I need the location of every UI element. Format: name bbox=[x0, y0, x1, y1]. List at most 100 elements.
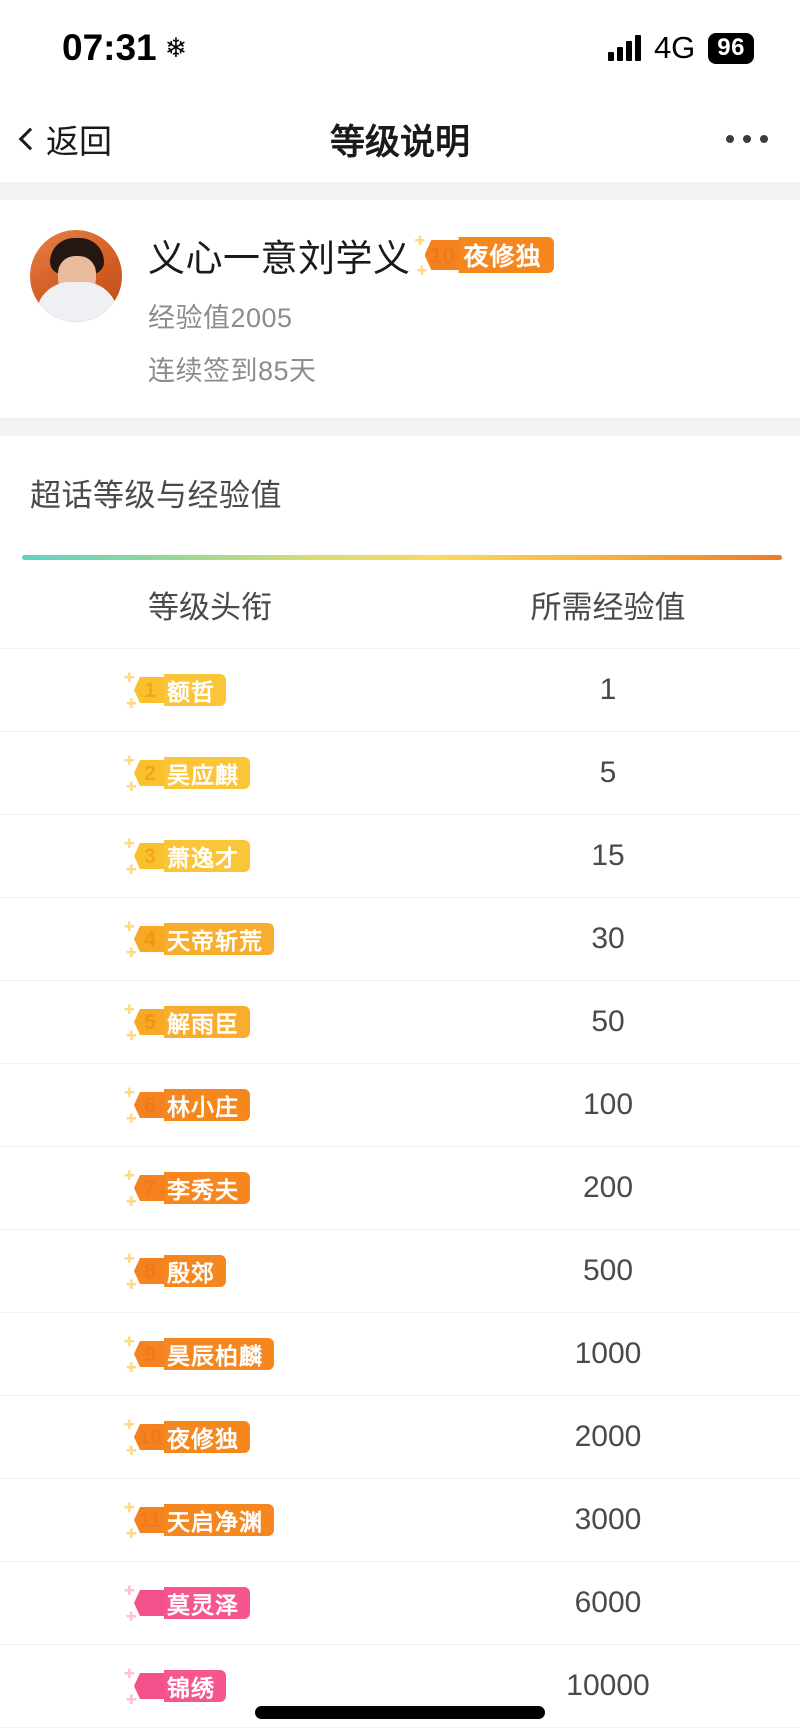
snowflake-icon: ❄ bbox=[164, 32, 188, 63]
level-badge: ✚ ✚ 1 额哲 bbox=[124, 671, 226, 710]
level-title: 解雨臣 bbox=[154, 1006, 250, 1038]
required-exp: 10000 bbox=[566, 1669, 650, 1702]
profile-info: 义心一意刘学义 ✚ ✚ 10 夜修独 经验值2005 连续签到85天 bbox=[148, 226, 554, 388]
page-title: 等级说明 bbox=[329, 122, 470, 162]
required-exp: 5 bbox=[599, 756, 617, 789]
level-number: 1 bbox=[144, 678, 156, 702]
home-indicator[interactable] bbox=[255, 1706, 545, 1719]
user-level-number: 10 bbox=[429, 241, 456, 268]
level-title: 林小庄 bbox=[154, 1089, 250, 1121]
status-bar-right: 4G 96 bbox=[607, 30, 754, 66]
required-exp: 500 bbox=[582, 1254, 634, 1287]
required-exp: 50 bbox=[591, 1005, 625, 1038]
sparkle-icon: ✚ bbox=[126, 1028, 137, 1043]
level-section: 超话等级与经验值 等级头衔 所需经验值 ✚ ✚ 1 额哲 1 ✚ ✚ 2 吴应麒 5 ✚ ✚ 3 萧逸才 1… bbox=[0, 436, 800, 1731]
level-badge-cell: ✚ ✚ 12 莫灵泽 bbox=[0, 1583, 448, 1623]
table-row: ✚ ✚ 1 额哲 1 bbox=[0, 648, 800, 731]
level-badge: ✚ ✚ 7 李秀夫 bbox=[124, 1169, 250, 1208]
gem-icon: 2 bbox=[130, 757, 164, 789]
level-number: 3 bbox=[144, 844, 156, 868]
level-badge: ✚ ✚ 4 天帝斩荒 bbox=[124, 920, 274, 959]
sparkle-icon: ✚ bbox=[126, 1443, 137, 1458]
level-badge-cell: ✚ ✚ 7 李秀夫 bbox=[0, 1169, 448, 1208]
table-row: ✚ ✚ 12 莫灵泽 6000 bbox=[0, 1561, 800, 1644]
table-row: ✚ ✚ 8 殷郊 500 bbox=[0, 1229, 800, 1312]
level-title: 天帝斩荒 bbox=[154, 923, 274, 955]
level-title: 李秀夫 bbox=[154, 1172, 250, 1204]
sparkle-icon: ✚ bbox=[124, 753, 135, 768]
gem-icon: 11 bbox=[130, 1504, 164, 1536]
level-badge-cell: ✚ ✚ 3 萧逸才 bbox=[0, 837, 448, 876]
user-level-badge: ✚ ✚ 10 夜修独 bbox=[415, 234, 554, 277]
sparkle-icon: ✚ bbox=[124, 836, 135, 851]
divider-band-top bbox=[0, 182, 800, 200]
sparkle-icon: ✚ bbox=[126, 1194, 137, 1209]
required-exp: 200 bbox=[582, 1171, 634, 1204]
level-number: 5 bbox=[144, 1010, 156, 1034]
level-badge: ✚ ✚ 13 锦绣 bbox=[124, 1667, 226, 1706]
level-number: 12 bbox=[138, 1591, 162, 1615]
network-type-label: 4G bbox=[653, 30, 696, 65]
sparkle-icon: ✚ bbox=[414, 233, 426, 248]
table-body: ✚ ✚ 1 额哲 1 ✚ ✚ 2 吴应麒 5 ✚ ✚ 3 萧逸才 15 ✚ ✚ 4 天帝斩荒 30 ✚ ✚ 5 解雨臣 50 ✚ ✚… bbox=[0, 648, 800, 1731]
sparkle-icon: ✚ bbox=[126, 945, 137, 960]
level-badge: ✚ ✚ 2 吴应麒 bbox=[124, 754, 250, 793]
level-title: 天启净渊 bbox=[154, 1504, 274, 1536]
profile-card[interactable]: 义心一意刘学义 ✚ ✚ 10 夜修独 经验值2005 连续签到85天 bbox=[0, 200, 800, 418]
sparkle-icon: ✚ bbox=[124, 1666, 135, 1681]
sparkle-icon: ✚ bbox=[126, 862, 137, 877]
sparkle-icon: ✚ bbox=[124, 1583, 135, 1598]
level-badge-cell: ✚ ✚ 4 天帝斩荒 bbox=[0, 920, 448, 959]
level-title: 锦绣 bbox=[154, 1670, 226, 1702]
avatar[interactable] bbox=[30, 230, 122, 322]
gem-icon: 4 bbox=[130, 923, 164, 955]
gem-icon: 13 bbox=[130, 1670, 164, 1702]
level-number: 7 bbox=[144, 1176, 156, 1200]
level-number: 10 bbox=[138, 1425, 162, 1449]
level-badge-cell: ✚ ✚ 8 殷郊 bbox=[0, 1252, 448, 1291]
level-title: 莫灵泽 bbox=[154, 1587, 250, 1619]
sparkle-icon: ✚ bbox=[124, 1334, 135, 1349]
level-badge-cell: ✚ ✚ 2 吴应麒 bbox=[0, 754, 448, 793]
required-exp: 2000 bbox=[574, 1420, 642, 1453]
table-row: ✚ ✚ 5 解雨臣 50 bbox=[0, 980, 800, 1063]
table-row: ✚ ✚ 13 锦绣 10000 bbox=[0, 1644, 800, 1727]
gem-icon: 10 bbox=[420, 237, 459, 273]
required-exp: 30 bbox=[591, 922, 625, 955]
status-bar-left: 07:31 ❄ bbox=[62, 27, 187, 69]
gem-icon: 5 bbox=[130, 1006, 164, 1038]
required-exp: 15 bbox=[591, 839, 625, 872]
table-row: ✚ ✚ 11 天启净渊 3000 bbox=[0, 1478, 800, 1561]
signal-strength-icon bbox=[607, 35, 641, 61]
level-title: 吴应麒 bbox=[154, 757, 250, 789]
level-badge-cell: ✚ ✚ 6 林小庄 bbox=[0, 1085, 448, 1125]
gem-icon: 8 bbox=[130, 1255, 164, 1287]
sparkle-icon: ✚ bbox=[124, 1085, 135, 1100]
profile-name-row: 义心一意刘学义 ✚ ✚ 10 夜修独 bbox=[148, 228, 554, 282]
level-badge: ✚ ✚ 3 萧逸才 bbox=[124, 837, 250, 876]
table-row: ✚ ✚ 4 天帝斩荒 30 bbox=[0, 897, 800, 980]
user-level-title: 夜修独 bbox=[448, 237, 554, 273]
experience-value: 经验值2005 bbox=[148, 303, 293, 333]
sparkle-icon: ✚ bbox=[124, 1500, 135, 1515]
sparkle-icon: ✚ bbox=[126, 1692, 137, 1707]
required-exp: 1000 bbox=[574, 1337, 642, 1370]
sparkle-icon: ✚ bbox=[126, 1277, 137, 1292]
required-exp: 1 bbox=[599, 673, 617, 706]
status-bar: 07:31 ❄ 4G 96 bbox=[0, 0, 800, 96]
gem-icon: 7 bbox=[130, 1172, 164, 1204]
divider-band-middle bbox=[0, 418, 800, 436]
sparkle-icon: ✚ bbox=[124, 1002, 135, 1017]
level-number: 6 bbox=[144, 1093, 156, 1117]
sparkle-icon: ✚ bbox=[416, 263, 428, 278]
table-row: ✚ ✚ 2 吴应麒 5 bbox=[0, 731, 800, 814]
gem-icon: 3 bbox=[130, 840, 164, 872]
sparkle-icon: ✚ bbox=[126, 1526, 137, 1541]
gem-icon: 1 bbox=[130, 674, 164, 706]
level-badge: ✚ ✚ 8 殷郊 bbox=[124, 1252, 226, 1291]
back-button[interactable]: 返回 bbox=[0, 115, 112, 163]
sparkle-icon: ✚ bbox=[126, 1111, 137, 1126]
level-title: 殷郊 bbox=[154, 1255, 226, 1287]
more-dots-icon[interactable] bbox=[726, 135, 768, 143]
table-row: ✚ ✚ 7 李秀夫 200 bbox=[0, 1146, 800, 1229]
